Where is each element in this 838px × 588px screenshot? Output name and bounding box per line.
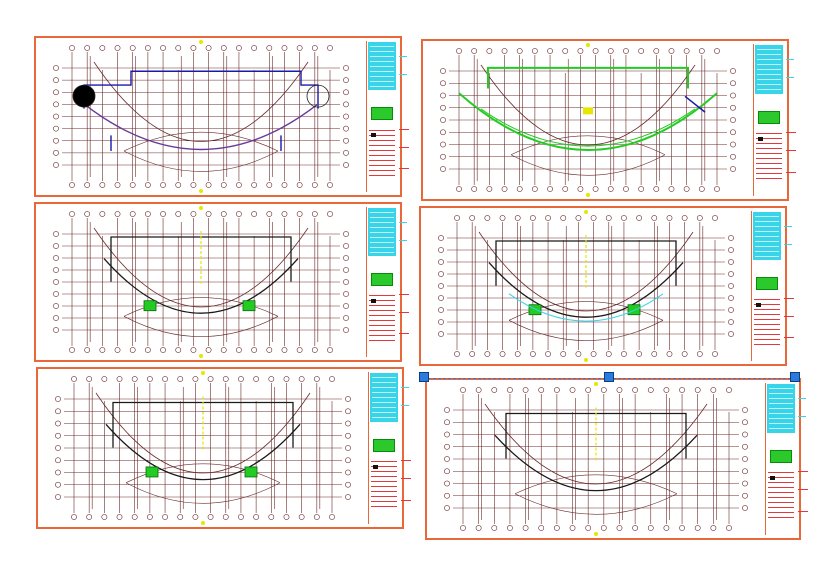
title-block: [366, 207, 409, 357]
title-block-stamp: [758, 110, 780, 124]
title-block-logo: [371, 298, 376, 303]
plan-drawing: [53, 206, 349, 358]
title-block: [753, 44, 796, 196]
floor-plan-sheet-5[interactable]: [36, 367, 411, 529]
floor-plan-sheet-3[interactable]: [34, 202, 409, 362]
grip-handle-icon[interactable]: [419, 372, 429, 382]
title-block-notes: [371, 457, 397, 522]
title-block-logo: [758, 136, 763, 141]
title-block-legend: [368, 42, 396, 91]
title-block: [368, 372, 411, 524]
title-block-notes: [369, 126, 395, 190]
title-block-legend: [368, 208, 396, 256]
title-block-legend: [753, 212, 781, 260]
title-block-stamp: [371, 273, 393, 286]
floor-plan-sheet-2[interactable]: [421, 39, 796, 201]
title-block: [765, 383, 808, 535]
plan-drawing: [444, 382, 748, 536]
grip-handle-icon[interactable]: [790, 372, 800, 382]
title-block-stamp: [756, 277, 778, 290]
title-block-stamp: [770, 449, 792, 463]
plan-drawing: [53, 40, 349, 193]
title-block-stamp: [371, 107, 393, 120]
title-block-logo: [770, 475, 775, 480]
plan-drawing: [440, 43, 736, 197]
title-block-logo: [371, 133, 376, 138]
title-block-legend: [370, 373, 398, 422]
title-block: [366, 41, 409, 192]
title-block-notes: [754, 295, 780, 359]
title-block-stamp: [373, 438, 395, 452]
floor-plan-sheet-1[interactable]: [34, 36, 409, 197]
title-block: [751, 211, 794, 361]
title-block-logo: [373, 464, 378, 469]
title-block-legend: [755, 45, 783, 94]
plan-drawing: [55, 371, 351, 525]
title-block-notes: [756, 129, 782, 194]
title-block-legend: [767, 384, 795, 433]
floor-plan-sheet-4[interactable]: [419, 206, 794, 366]
grip-handle-icon[interactable]: [604, 372, 614, 382]
title-block-logo: [756, 302, 761, 307]
title-block-notes: [369, 291, 395, 355]
title-block-notes: [768, 468, 794, 533]
floor-plan-sheet-6[interactable]: [425, 378, 808, 540]
plan-drawing: [438, 210, 734, 362]
